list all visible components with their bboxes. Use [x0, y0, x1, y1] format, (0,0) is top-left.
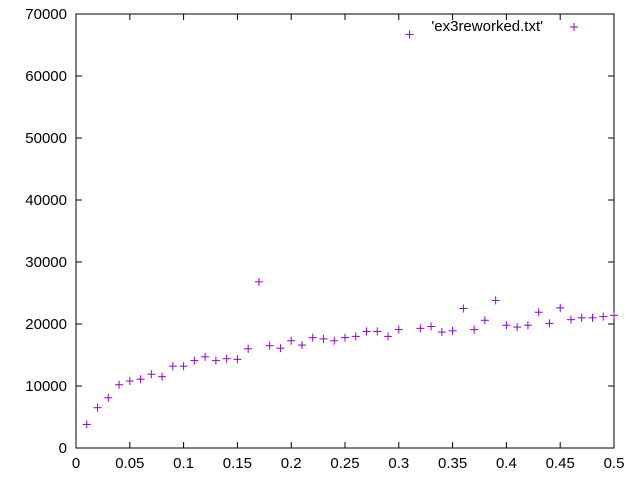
- data-point: [330, 336, 339, 345]
- plot-frame: [75, 13, 615, 449]
- data-point: [297, 341, 306, 350]
- data-point: [233, 355, 242, 364]
- data-point: [287, 336, 296, 345]
- x-tick-label: 0.45: [546, 455, 575, 472]
- data-point: [599, 312, 608, 321]
- x-tick-label: 0.1: [173, 455, 194, 472]
- data-point: [201, 352, 210, 361]
- series-points: [82, 30, 618, 429]
- data-point: [566, 315, 575, 324]
- data-point: [190, 356, 199, 365]
- y-tick-label: 20000: [25, 316, 67, 333]
- legend-marker: [570, 23, 578, 31]
- y-tick-label: 0: [59, 440, 67, 457]
- data-point: [179, 362, 188, 371]
- x-tick-label: 0.05: [115, 455, 144, 472]
- data-point: [82, 420, 91, 429]
- data-point: [491, 296, 500, 305]
- data-point: [222, 354, 231, 363]
- data-point: [147, 370, 156, 379]
- data-point: [136, 375, 145, 384]
- data-point: [211, 356, 220, 365]
- data-point: [158, 372, 167, 381]
- data-point: [104, 393, 113, 402]
- data-point: [384, 332, 393, 341]
- data-point: [373, 327, 382, 336]
- data-point: [394, 325, 403, 334]
- data-point: [513, 323, 522, 332]
- data-point: [556, 303, 565, 312]
- y-tick-label: 60000: [25, 68, 67, 85]
- data-point: [545, 319, 554, 328]
- data-point: [502, 321, 511, 330]
- data-point: [362, 327, 371, 336]
- data-point: [610, 311, 618, 320]
- data-point: [480, 316, 489, 325]
- data-point: [416, 324, 425, 333]
- data-point: [470, 325, 479, 334]
- x-tick-label: 0.2: [281, 455, 302, 472]
- y-tick-label: 10000: [25, 378, 67, 395]
- data-point: [523, 321, 532, 330]
- legend: 'ex3reworked.txt': [431, 18, 578, 35]
- legend-plus-marker: [570, 23, 578, 31]
- y-tick-label: 30000: [25, 254, 67, 271]
- data-point: [244, 344, 253, 353]
- data-point: [341, 333, 349, 342]
- data-point: [125, 377, 134, 386]
- x-tick-label: 0.25: [330, 455, 359, 472]
- data-point: [588, 313, 597, 322]
- data-point: [254, 277, 263, 286]
- y-tick-label: 40000: [25, 192, 67, 209]
- x-axis: 0 0.05 0.1 0.15 0.2 0.25 0.3 0.35 0.4 0.45 0.5: [72, 14, 625, 472]
- data-point: [319, 334, 328, 343]
- data-point: [351, 332, 360, 341]
- data-point: [276, 344, 285, 353]
- data-point: [265, 341, 274, 350]
- x-tick-label: 0.5: [604, 455, 625, 472]
- x-tick-label: 0.15: [223, 455, 252, 472]
- data-point: [168, 362, 177, 371]
- y-axis: 0 10000 20000 30000 40000 50000 60000 70000: [25, 6, 614, 457]
- x-tick-label: 0.35: [438, 455, 467, 472]
- x-tick-label: 0: [72, 455, 80, 472]
- data-point: [427, 322, 436, 331]
- data-point: [577, 313, 586, 322]
- y-tick-label: 50000: [25, 130, 67, 147]
- x-tick-label: 0.3: [388, 455, 409, 472]
- data-point: [448, 326, 457, 335]
- y-tick-label: 70000: [25, 6, 67, 23]
- data-point: [308, 333, 317, 342]
- legend-label: 'ex3reworked.txt': [431, 18, 543, 35]
- data-point: [459, 304, 468, 313]
- data-point: [437, 328, 446, 337]
- data-point: [405, 30, 414, 39]
- data-point: [534, 308, 543, 317]
- data-point: [93, 403, 102, 412]
- data-point: [115, 380, 124, 389]
- x-tick-label: 0.4: [496, 455, 517, 472]
